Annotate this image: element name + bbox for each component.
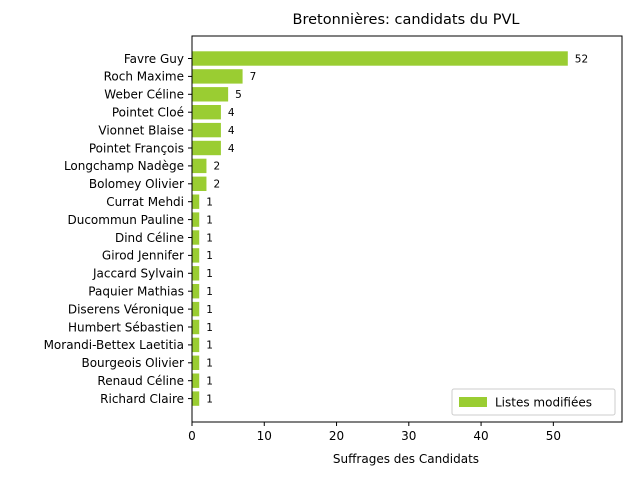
bar bbox=[192, 212, 200, 227]
bar bbox=[192, 266, 200, 281]
bar bbox=[192, 337, 200, 353]
legend-label: Listes modifiées bbox=[495, 396, 592, 410]
value-label: 7 bbox=[250, 71, 257, 83]
y-tick-label: Richard Claire bbox=[100, 392, 184, 406]
value-label: 1 bbox=[206, 322, 213, 334]
bar bbox=[192, 140, 221, 156]
bar bbox=[192, 248, 200, 263]
y-tick-label: Diserens Véronique bbox=[68, 302, 184, 316]
bar bbox=[192, 373, 200, 388]
bar bbox=[192, 194, 200, 209]
bar bbox=[192, 301, 200, 317]
x-tick-label: 20 bbox=[329, 429, 344, 443]
bar bbox=[192, 87, 229, 102]
y-tick-label: Pointet Cloé bbox=[112, 106, 184, 120]
y-tick-label: Humbert Sébastien bbox=[68, 320, 184, 334]
value-label: 1 bbox=[206, 232, 213, 244]
bars-group bbox=[192, 51, 568, 406]
x-axis: 0 10 20 30 40 50 bbox=[188, 422, 561, 443]
bar bbox=[192, 284, 200, 299]
x-axis-label: Suffrages des Candidats bbox=[333, 452, 479, 466]
y-tick-label: Girod Jennifer bbox=[102, 249, 184, 263]
value-label: 2 bbox=[213, 161, 220, 173]
legend: Listes modifiées bbox=[451, 388, 616, 416]
value-label: 1 bbox=[206, 304, 213, 316]
bar bbox=[192, 105, 221, 120]
value-label: 1 bbox=[206, 268, 213, 280]
bar bbox=[192, 391, 200, 406]
x-tick-label: 50 bbox=[546, 429, 561, 443]
x-tick-label: 10 bbox=[257, 429, 272, 443]
y-tick-label: Renaud Céline bbox=[97, 374, 184, 388]
y-tick-label: Bolomey Olivier bbox=[89, 177, 184, 191]
value-label: 1 bbox=[206, 376, 213, 388]
value-label: 2 bbox=[213, 179, 220, 191]
value-label: 1 bbox=[206, 340, 213, 352]
y-tick-label: Longchamp Nadège bbox=[64, 159, 184, 173]
bar bbox=[192, 176, 207, 191]
x-tick-label: 40 bbox=[473, 429, 488, 443]
y-tick-label: Dind Céline bbox=[115, 231, 184, 245]
value-label: 1 bbox=[206, 393, 213, 405]
plot-frame bbox=[191, 35, 623, 423]
y-tick-label: Pointet François bbox=[89, 141, 184, 155]
legend-box bbox=[451, 388, 616, 416]
x-tick-label: 0 bbox=[188, 429, 196, 443]
value-label: 1 bbox=[206, 214, 213, 226]
chart-title: Bretonnières: candidats du PVL bbox=[293, 12, 520, 28]
y-tick-label: Vionnet Blaise bbox=[98, 123, 184, 137]
value-label: 1 bbox=[206, 250, 213, 262]
y-tick-label: Currat Mehdi bbox=[106, 195, 184, 209]
value-label: 1 bbox=[206, 286, 213, 298]
value-label: 1 bbox=[206, 197, 213, 209]
y-tick-label: Paquier Mathias bbox=[88, 285, 184, 299]
y-tick-label: Roch Maxime bbox=[104, 70, 184, 84]
y-tick-label: Morandi-Bettex Laetitia bbox=[44, 338, 184, 352]
y-tick-label: Weber Céline bbox=[104, 88, 184, 102]
y-tick-label: Ducommun Pauline bbox=[67, 213, 184, 227]
value-label: 4 bbox=[228, 107, 235, 119]
bar bbox=[192, 158, 207, 174]
legend-swatch bbox=[459, 397, 487, 407]
y-tick-label: Bourgeois Olivier bbox=[81, 356, 184, 370]
value-label: 4 bbox=[228, 125, 235, 137]
bar bbox=[192, 122, 221, 138]
y-tick-label: Favre Guy bbox=[124, 52, 184, 66]
x-tick-label: 30 bbox=[401, 429, 416, 443]
bar bbox=[192, 355, 200, 370]
value-label: 1 bbox=[206, 358, 213, 370]
value-label: 52 bbox=[575, 53, 588, 65]
bar bbox=[192, 51, 568, 66]
value-label: 4 bbox=[228, 143, 235, 155]
y-tick-label: Jaccard Sylvain bbox=[92, 267, 184, 281]
bar bbox=[192, 230, 200, 245]
bar bbox=[192, 69, 243, 84]
value-label: 5 bbox=[235, 89, 242, 101]
bar bbox=[192, 319, 200, 335]
y-tick-labels: Favre Guy Roch Maxime Weber Céline Pointet … bbox=[44, 52, 192, 406]
